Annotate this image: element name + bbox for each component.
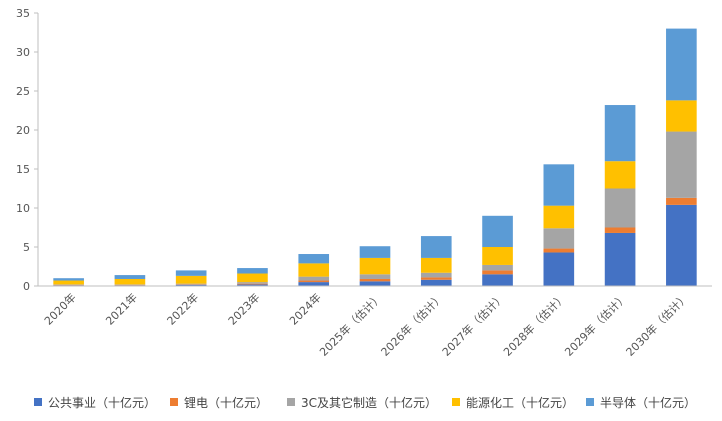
bar-segment [421,236,452,258]
bar-segment [298,282,329,286]
legend-item: 锂电（十亿元） [170,392,268,412]
bar-segment [237,282,268,284]
bar-segment [544,206,575,229]
bar-segment [544,252,575,286]
legend-item: 公共事业（十亿元） [34,392,156,412]
bar-segment [53,278,84,280]
x-tick-label: 2021年 [103,290,140,327]
bar-segment [605,105,636,161]
bar-segment [666,100,697,131]
legend-label: 3C及其它制造（十亿元） [301,394,437,411]
x-tick-label: 2024年 [286,290,323,327]
bar-segment [482,274,513,286]
x-tick-label: 2027年（估计） [439,290,508,359]
bars [53,29,696,286]
x-tick-label: 2030年（估计） [623,290,692,359]
legend-item: 能源化工（十亿元） [452,392,574,412]
x-tick-label: 2028年（估计） [500,290,569,359]
legend-swatch [170,398,178,406]
x-tick-label: 2020年 [41,290,78,327]
bar-segment [360,258,391,274]
legend-label: 能源化工（十亿元） [466,394,574,411]
y-tick-label: 25 [16,85,30,98]
bar-segment [237,268,268,273]
bar-segment [482,270,513,274]
bar-segment [176,284,207,285]
bar-segment [360,246,391,258]
legend-item: 半导体（十亿元） [586,392,696,412]
bar-segment [482,247,513,265]
legend-swatch [287,398,295,406]
bar-segment [115,275,146,279]
legend-item: 3C及其它制造（十亿元） [287,392,437,412]
x-tick-label: 2026年（估计） [378,290,447,359]
bar-segment [421,277,452,279]
bar-segment [666,198,697,205]
bar-segment [298,281,329,283]
x-tick-label: 2022年 [164,290,201,327]
legend: 公共事业（十亿元） 锂电（十亿元） 3C及其它制造（十亿元） 能源化工（十亿元） 半导体… [0,392,722,412]
bar-segment [298,254,329,263]
x-tick-label: 2025年（估计） [317,290,386,359]
legend-label: 公共事业（十亿元） [48,394,156,411]
bar-segment [544,228,575,248]
bar-segment [176,270,207,275]
bar-segment [605,161,636,188]
bar-segment [605,189,636,228]
bar-segment [605,228,636,233]
bar-segment [482,216,513,247]
bar-segment [421,280,452,286]
x-axis: 2020年 2021年 2022年 2023年 2024年2025年（估计）2026年（… [38,286,712,359]
y-tick-label: 0 [23,280,30,293]
bar-segment [482,265,513,270]
y-axis: 0 5 10 15 20 25 30 35 [16,7,38,293]
bar-segment [666,29,697,101]
bar-segment [544,164,575,205]
bar-segment [421,273,452,278]
bar-segment [176,276,207,284]
bar-segment [605,233,636,286]
legend-swatch [452,398,460,406]
bar-segment [237,284,268,285]
bar-segment [666,205,697,286]
bar-segment [666,132,697,198]
bar-segment [360,279,391,281]
y-tick-label: 35 [16,7,30,20]
bar-segment [421,258,452,273]
bar-segment [237,274,268,283]
y-tick-label: 5 [23,241,30,254]
x-tick-label: 2023年 [225,290,262,327]
legend-swatch [586,398,594,406]
y-tick-label: 10 [16,202,30,215]
y-tick-label: 20 [16,124,30,137]
y-tick-label: 30 [16,46,30,59]
bar-segment [298,263,329,276]
legend-label: 锂电（十亿元） [184,394,268,411]
bar-segment [544,249,575,253]
bar-segment [298,277,329,281]
bar-segment [360,281,391,286]
legend-swatch [34,398,42,406]
y-tick-label: 15 [16,163,30,176]
bar-segment [53,281,84,285]
bar-segment [360,274,391,279]
x-tick-label: 2029年（估计） [562,290,631,359]
bar-segment [115,279,146,284]
legend-label: 半导体（十亿元） [600,394,696,411]
